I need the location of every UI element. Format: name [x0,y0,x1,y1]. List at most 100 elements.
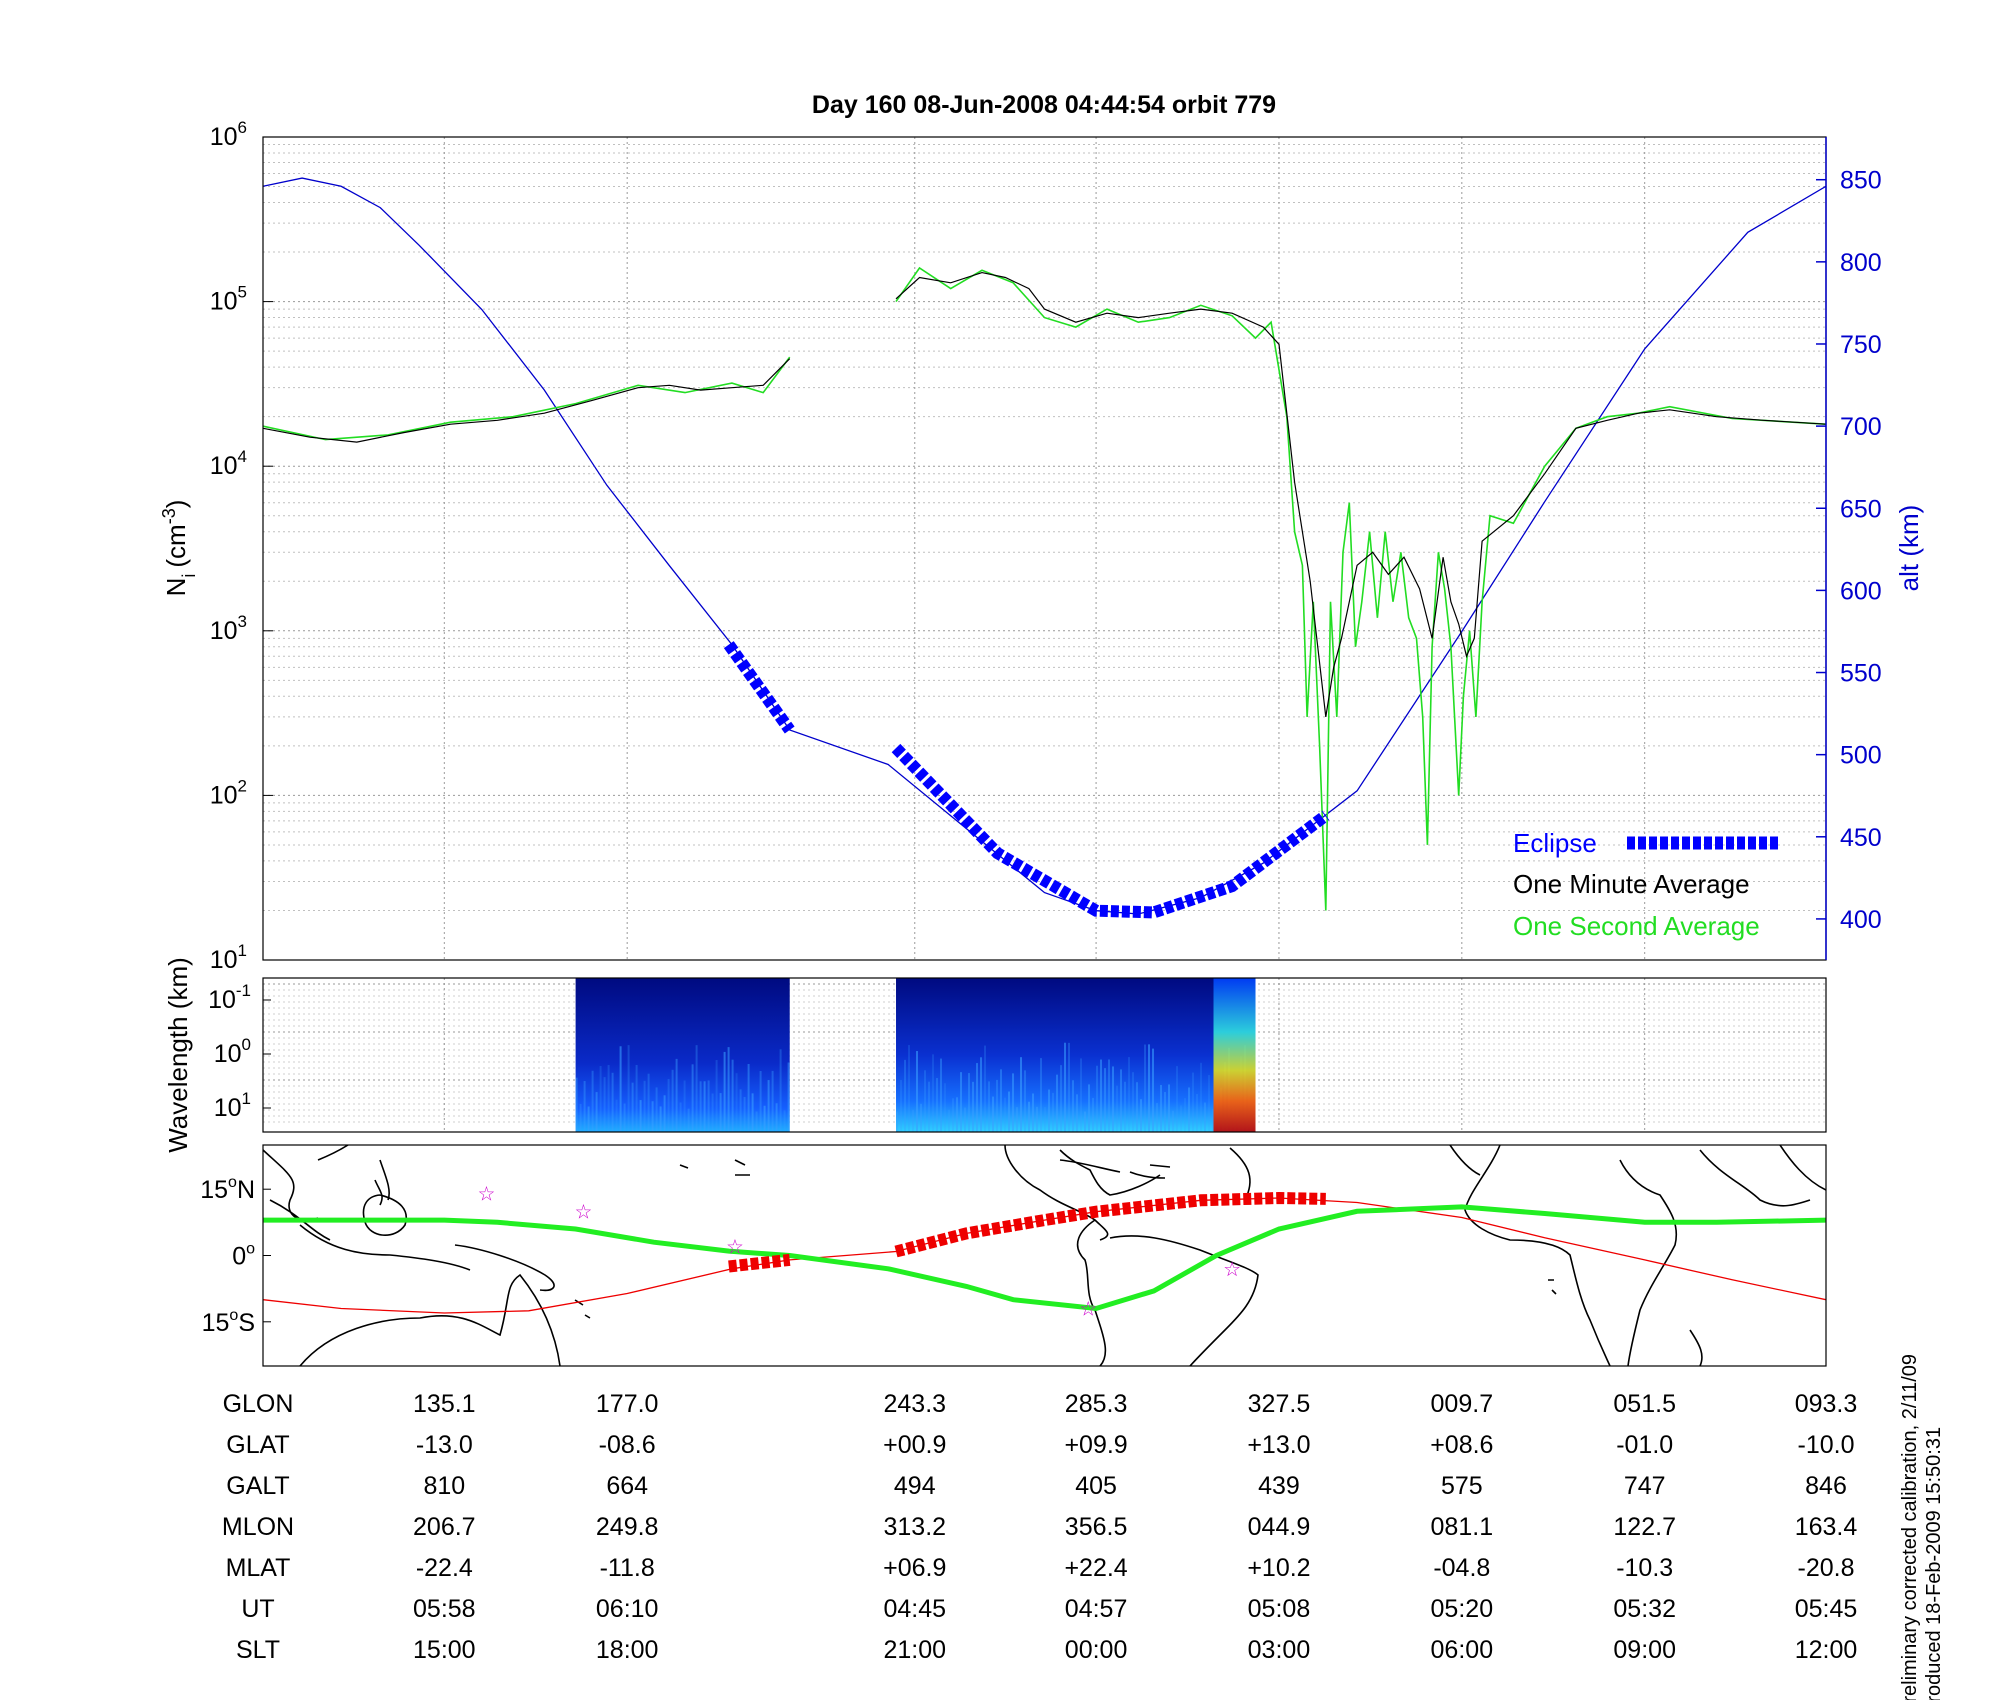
table-cell: 405 [1075,1472,1117,1500]
density-tick-exp: 2 [238,776,247,795]
legend-eclipse-label: Eclipse [1513,828,1597,858]
spectrogram-streak [635,1064,638,1132]
spectrogram-streak [1092,1097,1095,1132]
eclipse-track-segment [728,1253,791,1273]
legend-one-second-label: One Second Average [1513,911,1760,941]
table-cell: 206.7 [413,1513,476,1541]
table-cell: 15:00 [413,1636,476,1664]
spectrogram-streak [759,1070,762,1132]
altitude-tick-label: 600 [1840,577,1882,605]
altitude-tick-label: 450 [1840,824,1882,852]
spectrogram-streak [980,1057,983,1132]
pacific-islands [574,1159,750,1319]
table-row-label: MLAT [226,1554,291,1582]
table-cell: 747 [1624,1472,1666,1500]
table-cell: +10.2 [1247,1554,1310,1582]
table-cell: 12:00 [1795,1636,1858,1664]
altitude-line [263,177,1826,915]
spectrogram-streak [1096,1065,1099,1132]
spectrogram-streak [743,1096,746,1132]
spectrogram-streak [771,1070,774,1132]
australia-coast [299,1273,561,1366]
table-cell: 575 [1441,1472,1483,1500]
table-cell: -11.8 [600,1554,655,1582]
one-minute-average-line [263,358,791,443]
spectrogram-streak [739,1089,742,1132]
spectrogram-streak [912,1109,915,1132]
spectrogram-streak [1056,1074,1059,1132]
spectrogram-streak [940,1058,943,1132]
spectrogram-streak [659,1106,662,1132]
wavelength-tick-exp: 0 [242,1035,251,1054]
spectrogram-streak [896,1111,899,1132]
spectrogram-streak [695,1045,698,1132]
spectrogram-streak [1112,1066,1115,1132]
spectrogram-block [896,978,1256,1132]
spectrogram-streak [623,1103,626,1132]
degree-symbol: o [246,1241,255,1258]
density-axis-label: Ni (cm-3) [159,500,199,597]
altitude-axis-label: alt (km) [1894,505,1924,592]
spectrogram-streak [1040,1058,1043,1132]
density-label-exp: -3 [159,508,179,524]
spectrogram-streak [1200,1062,1203,1132]
spectrogram-streak [643,1080,646,1132]
spectrogram-streak [679,1102,682,1132]
table-row-label: SLT [236,1636,280,1664]
altitude-tick-label: 500 [1840,742,1882,770]
table-cell: -22.4 [416,1554,473,1582]
map-tracks: ☆ ☆ ☆ ☆ ☆ [263,1184,1826,1321]
latitude-tick-hemisphere: S [238,1309,255,1337]
altitude-tick-label: 800 [1840,249,1882,277]
table-cell: 356.5 [1065,1513,1128,1541]
spectrogram-streak [900,1079,903,1132]
spectrogram-streak [968,1073,971,1132]
spectrogram-streak [952,1098,955,1132]
spectrogram-streak [916,1051,919,1132]
africa-west-coast [1449,1145,1611,1366]
spectrogram-streak [1044,1107,1047,1132]
table-cell: 044.9 [1248,1513,1311,1541]
density-tick-base: 10 [210,946,238,974]
table-cell: +22.4 [1064,1554,1127,1582]
spectrogram-data [575,978,1256,1132]
altitude-axis-ticks: 400 450 500 550 600 650 700 750 800 850 [1816,167,1882,934]
spectrogram-streak [1172,1110,1175,1132]
spectrogram-streak [1104,1068,1107,1132]
spectrogram-streak [683,1080,686,1132]
wavelength-tick-base: 10 [214,1040,242,1068]
wavelength-tick-label: 101 [214,1089,251,1122]
table-cell: 06:10 [596,1595,659,1623]
footer-line-2: Produced 18-Feb-2009 15:50:31 [1923,1427,1945,1700]
wavelength-tick-base: 10 [208,986,236,1014]
table-cell: 05:32 [1613,1595,1676,1623]
spectrogram-streak [1180,1105,1183,1132]
table-cell: -08.6 [599,1431,656,1459]
density-tick-exp: 1 [238,941,247,960]
spectrogram-streak [707,1080,710,1132]
density-tick-exp: 5 [238,283,247,302]
spectrogram-streak [1072,1080,1075,1132]
spectrogram-streak [1076,1094,1079,1132]
spectrogram-streak [667,1079,670,1132]
spectrogram-streak [1060,1065,1063,1132]
table-cell: 249.8 [596,1513,659,1541]
spectrogram-streak [1052,1092,1055,1132]
table-cell: 051.5 [1613,1390,1676,1418]
spectrogram-streak [755,1111,758,1132]
spectrogram-streak [992,1096,995,1132]
spectrogram-streak [775,1103,778,1132]
spectrogram-streak [948,1109,951,1132]
spectrogram-streak [767,1080,770,1132]
density-tick-label: 106 [210,118,247,151]
spectrogram-streak [1132,1072,1135,1132]
density-tick-base: 10 [210,617,238,645]
table-cell: +08.6 [1430,1431,1493,1459]
borneo-coast [362,1194,407,1236]
spectrogram-streak [587,1106,590,1132]
